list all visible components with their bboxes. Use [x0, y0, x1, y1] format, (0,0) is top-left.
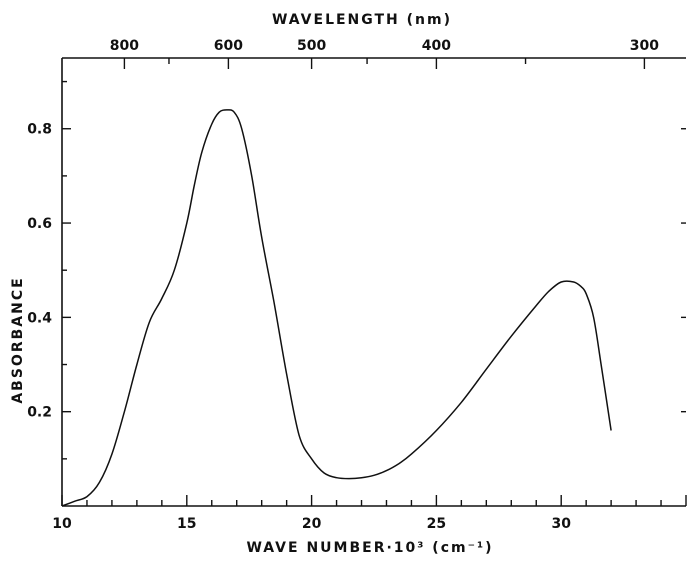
chart-tick-labels: 10 15 20 25 30 800 600 500 400 300 0.2 0.4 0.6 0.8: [27, 38, 659, 532]
x-tick-label: 25: [427, 516, 446, 532]
top-tick-label: 600: [214, 38, 243, 54]
chart-ticks: [61, 58, 687, 506]
top-tick-label: 500: [297, 38, 326, 54]
top-tick-label: 400: [422, 38, 451, 54]
top-axis-title: WAVELENGTH (nm): [272, 12, 452, 28]
x-tick-label: 15: [177, 516, 196, 532]
y-tick-label: 0.8: [27, 122, 52, 138]
chart-series: [61, 109, 612, 507]
top-tick-label: 800: [110, 38, 139, 54]
top-tick-label: 300: [630, 38, 659, 54]
y-axis-title: ABSORBANCE: [10, 276, 26, 403]
x-tick-label: 30: [551, 516, 571, 532]
x-axis-title: WAVE NUMBER·10³ (cm⁻¹): [246, 540, 493, 556]
y-tick-label: 0.2: [27, 405, 52, 421]
chart-axes: [61, 57, 686, 507]
absorbance-curve: [61, 109, 612, 507]
x-tick-label: 10: [52, 516, 72, 532]
x-tick-label: 20: [302, 516, 322, 532]
y-tick-label: 0.4: [27, 310, 52, 326]
y-tick-label: 0.6: [27, 216, 52, 232]
